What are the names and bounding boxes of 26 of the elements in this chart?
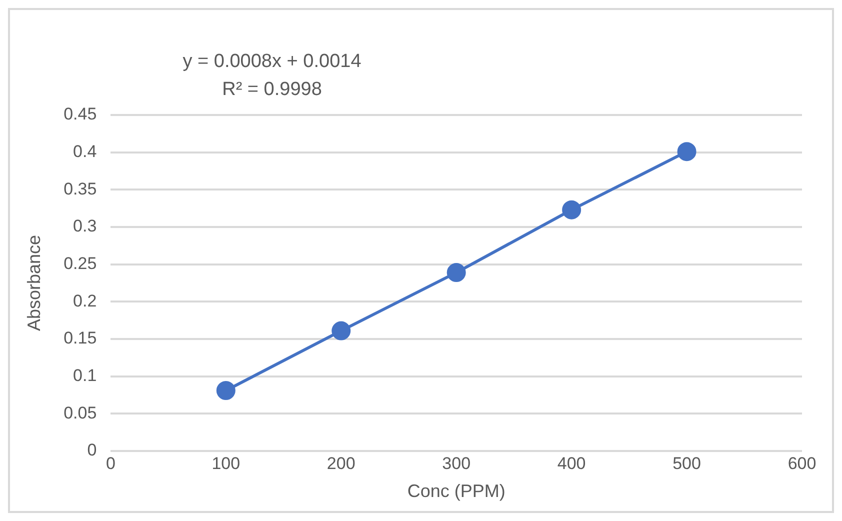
y-tick-label: 0 — [87, 440, 97, 460]
y-tick-label: 0.35 — [64, 179, 97, 198]
x-tick-label: 300 — [442, 454, 471, 473]
point — [562, 200, 582, 220]
x-tick-label: 100 — [212, 454, 240, 473]
y-axis-title: Absorbance — [24, 234, 44, 332]
y-tick-label: 0.45 — [64, 104, 97, 124]
text: y = 0.0008x + 0.0014 — [182, 51, 362, 72]
y-tick-label: 0.15 — [64, 328, 97, 348]
x-tick-label: 0 — [106, 454, 116, 473]
text: R² = 0.9998 — [222, 79, 322, 100]
x-tick-label: 400 — [557, 454, 586, 473]
y-tick-label: 0.1 — [73, 366, 97, 386]
x-axis-title: Conc (PPM) — [407, 481, 506, 502]
y-tick-label: 0.4 — [73, 142, 97, 162]
point — [677, 142, 696, 162]
y-tick-label: 0.2 — [73, 291, 97, 310]
point — [446, 263, 466, 282]
point — [332, 321, 351, 340]
x-tick-label: 500 — [672, 454, 701, 473]
y-tick-label: 0.3 — [73, 216, 97, 236]
y-tick-label: 0.05 — [64, 403, 97, 422]
x-tick-label: 200 — [326, 454, 356, 473]
point — [216, 381, 236, 400]
y-tick-label: 0.25 — [64, 254, 97, 274]
x-tick-label: 600 — [788, 454, 816, 473]
